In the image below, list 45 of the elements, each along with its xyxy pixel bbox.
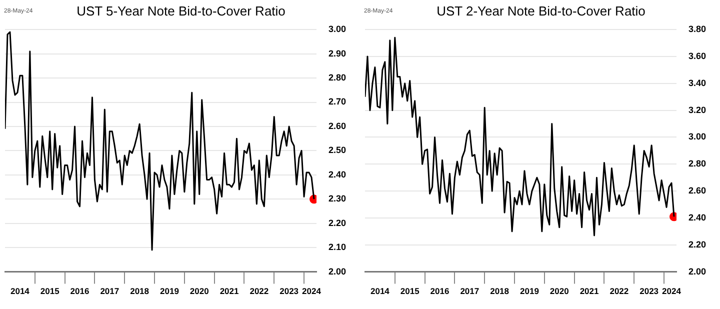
x-tick-label: 2023 — [280, 286, 299, 296]
x-tick-label: 2016 — [430, 286, 450, 296]
y-tick-label: 3.20 — [688, 104, 706, 115]
y-tick-label: 2.30 — [328, 194, 346, 204]
y-tick-label: 2.60 — [688, 186, 706, 196]
y-tick-label: 2.00 — [688, 266, 706, 276]
y-tick-label: 2.40 — [328, 169, 346, 180]
x-tick-label: 2019 — [160, 286, 180, 296]
x-tick-label: 2022 — [610, 286, 629, 296]
x-tick-label: 2023 — [640, 286, 659, 296]
x-tick-label: 2020 — [190, 286, 210, 296]
x-tick-label: 2015 — [400, 286, 420, 296]
y-tick-label: 2.80 — [328, 72, 346, 83]
y-tick-label: 3.60 — [688, 50, 706, 61]
y-tick-label: 2.00 — [328, 266, 346, 276]
x-tick-label: 2014 — [370, 286, 390, 296]
y-tick-label: 2.70 — [328, 96, 346, 107]
y-tick-label: 3.40 — [688, 78, 706, 88]
x-tick-label: 2020 — [550, 286, 570, 296]
y-tick-label: 3.00 — [688, 132, 706, 142]
y-tick-label: 2.90 — [328, 48, 346, 58]
x-tick-label: 2024 — [662, 286, 682, 296]
x-tick-label: 2021 — [580, 286, 599, 296]
y-tick-label: 3.80 — [688, 24, 706, 34]
y-tick-label: 2.20 — [328, 218, 346, 228]
x-tick-label: 2018 — [490, 286, 510, 296]
y-tick-label: 2.40 — [688, 212, 706, 222]
x-tick-label: 2014 — [10, 286, 30, 296]
x-tick-label: 2017 — [100, 286, 120, 296]
y-tick-label: 2.50 — [328, 145, 346, 156]
y-tick-label: 3.00 — [328, 24, 346, 34]
x-tick-label: 2022 — [250, 286, 269, 296]
x-tick-label: 2015 — [40, 286, 60, 296]
x-tick-label: 2018 — [130, 286, 150, 296]
x-tick-label: 2017 — [460, 286, 480, 296]
x-tick-label: 2024 — [302, 286, 322, 296]
y-tick-label: 2.10 — [328, 242, 346, 252]
x-tick-label: 2016 — [70, 286, 90, 296]
y-tick-label: 2.80 — [688, 158, 706, 169]
y-tick-label: 2.20 — [688, 239, 706, 250]
chart-title: UST 2-Year Note Bid-to-Cover Ratio — [436, 3, 646, 18]
x-tick-label: 2021 — [220, 286, 239, 296]
chart-title: UST 5-Year Note Bid-to-Cover Ratio — [76, 3, 286, 18]
x-tick-label: 2019 — [520, 286, 540, 296]
y-tick-label: 2.60 — [328, 120, 346, 131]
